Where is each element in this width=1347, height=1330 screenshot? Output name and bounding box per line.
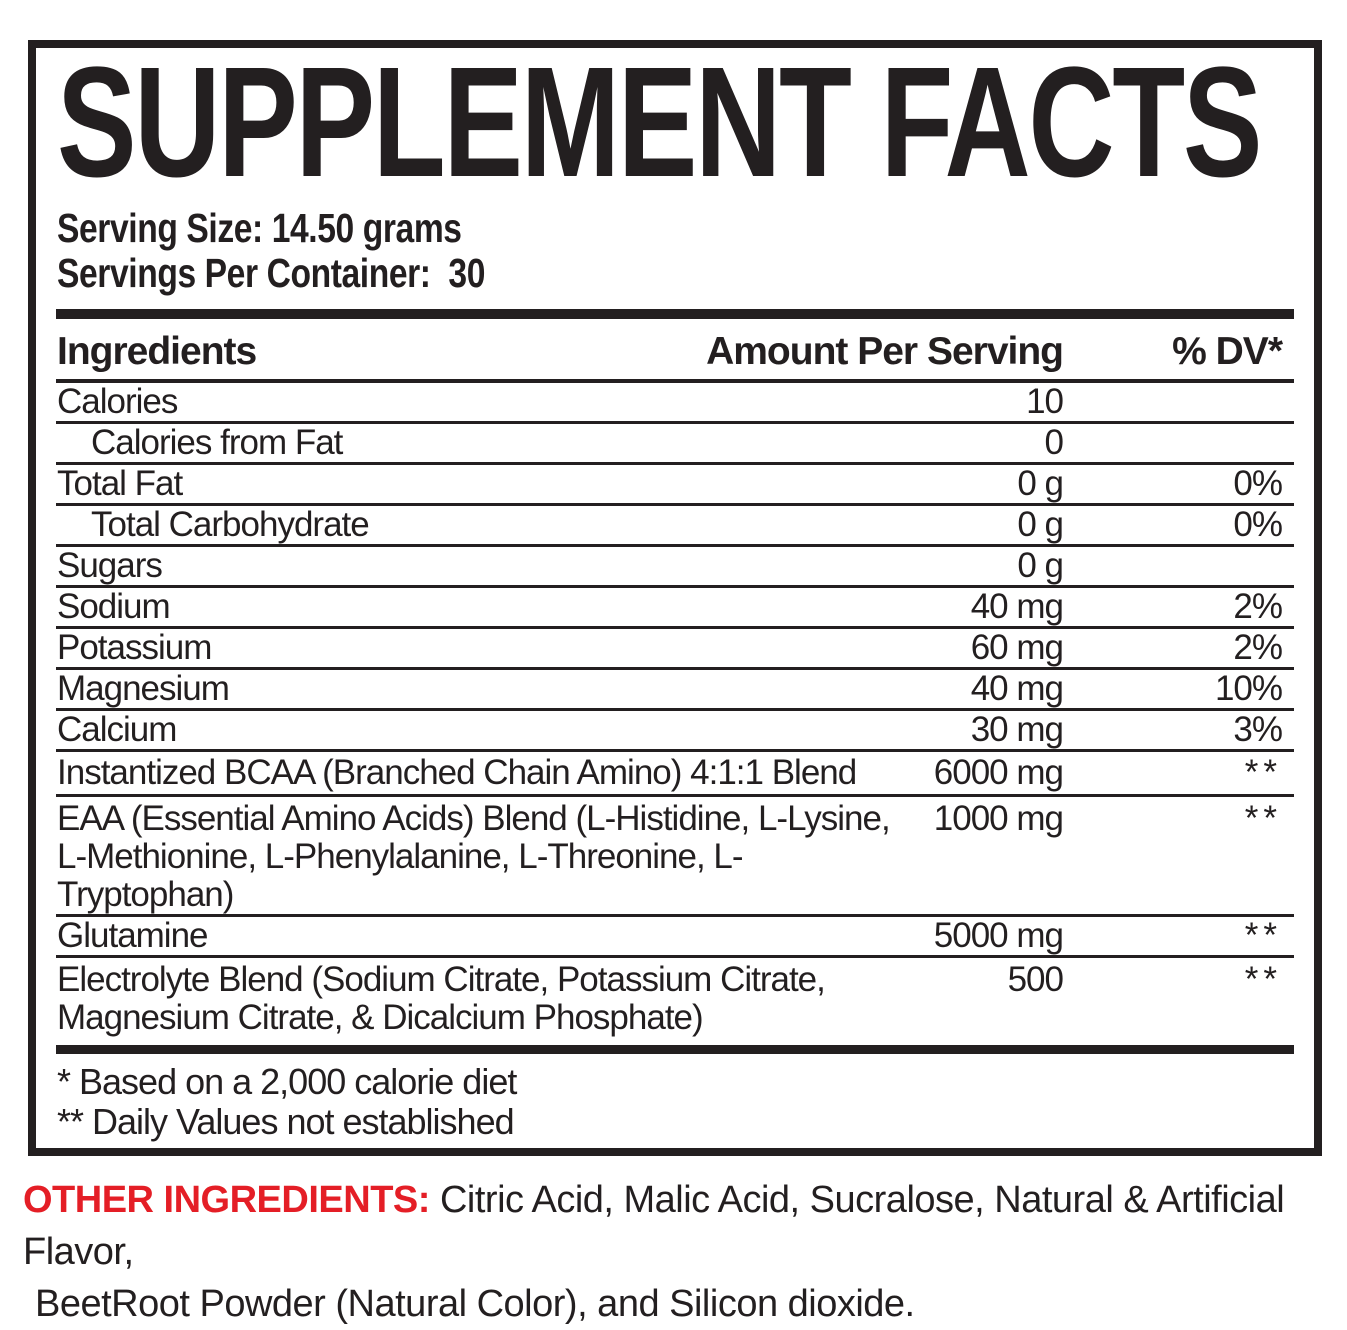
row-divider [56,749,1294,752]
table-row-magnesium: Magnesium 40 mg 10% [57,669,1283,708]
col-header-percent-dv: % DV* [1172,330,1283,373]
table-row-electrolyte-blend: Electrolyte Blend (Sodium Citrate, Potas… [57,960,1282,1037]
table-row-bcaa-blend: Instantized BCAA (Branched Chain Amino) … [57,753,1282,792]
table-header-rule [56,379,1294,383]
col-header-amount-per-serving: Amount Per Serving [706,330,1064,373]
row-divider [56,462,1294,465]
table-row-calories-from-fat: Calories from Fat 0 [91,423,1064,462]
row-divider [56,794,1294,797]
other-ingredients-line1: OTHER INGREDIENTS: Citric Acid, Malic Ac… [23,1174,1347,1278]
supplement-label-page: SUPPLEMENT FACTS Serving Size: 14.50 gra… [0,40,1347,1325]
table-row-eaa-blend: EAA (Essential Amino Acids) Blend (L-His… [57,799,1282,914]
row-divider [56,544,1294,547]
serving-info: Serving Size: 14.50 grams Servings Per C… [57,206,1314,296]
table-row-glutamine: Glutamine 5000 mg ** [57,916,1282,955]
row-divider [56,914,1294,917]
table-row-sodium: Sodium 40 mg 2% [57,587,1283,626]
table-row-sugars: Sugars 0 g [57,546,1064,585]
header-thick-rule [56,309,1294,319]
col-header-ingredients: Ingredients [57,330,257,373]
table-row-total-fat: Total Fat 0 g 0% [57,464,1283,503]
footnote-daily-values: ** Daily Values not established [57,1101,515,1142]
table-row-calories: Calories 10 [57,382,1064,421]
footnote-calorie-diet: * Based on a 2,000 calorie diet [57,1061,517,1102]
footnote-thick-rule [56,1045,1294,1054]
footnotes: * Based on a 2,000 calorie diet ** Daily… [57,1062,1314,1142]
other-ingredients-label: OTHER INGREDIENTS: [23,1179,430,1221]
row-divider [56,585,1294,588]
other-ingredients: OTHER INGREDIENTS: Citric Acid, Malic Ac… [23,1174,1347,1330]
panel-title-wrap: SUPPLEMENT FACTS [57,44,1314,206]
row-divider [56,503,1294,506]
row-divider [56,667,1294,670]
serving-size: Serving Size: 14.50 grams [57,205,462,251]
row-divider [56,708,1294,711]
row-divider [56,955,1294,958]
row-divider [56,626,1294,629]
table-row-total-carbohydrate: Total Carbohydrate 0 g 0% [91,505,1283,544]
panel-title: SUPPLEMENT FACTS [57,35,1263,210]
table-row-potassium: Potassium 60 mg 2% [57,628,1283,667]
table-header: Ingredients Amount Per Serving % DV* [36,319,1314,379]
table-row-calcium: Calcium 30 mg 3% [57,710,1283,749]
other-ingredients-text-2: BeetRoot Powder (Natural Color), and Sil… [35,1283,915,1325]
servings-per-container: Servings Per Container: 30 [57,250,486,296]
row-divider [56,421,1294,424]
supplement-facts-panel: SUPPLEMENT FACTS Serving Size: 14.50 gra… [28,40,1322,1156]
